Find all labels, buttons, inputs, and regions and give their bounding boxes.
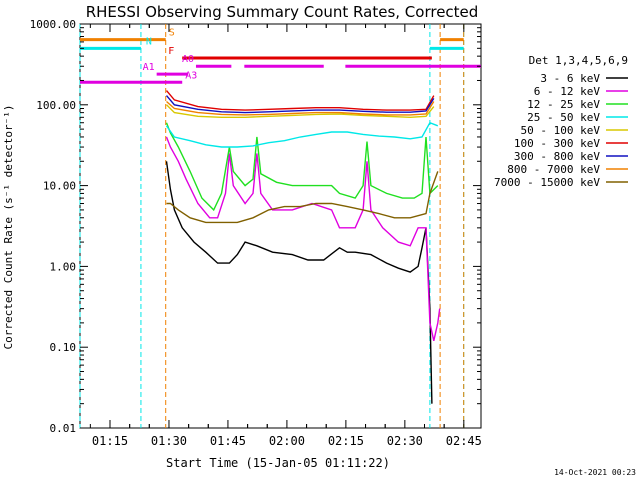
legend-label: 3 - 6 keV — [540, 72, 600, 85]
legend-label: 12 - 25 keV — [527, 98, 600, 111]
series-layer — [165, 90, 441, 404]
legend-title: Det 1,3,4,5,6,9 — [529, 54, 628, 67]
x-tick-label: 02:30 — [387, 434, 423, 448]
y-tick-label: 10.00 — [43, 180, 76, 193]
series-line — [166, 171, 439, 224]
chart-title: RHESSI Observing Summary Count Rates, Co… — [86, 3, 479, 21]
footer-timestamp: 14-Oct-2021 00:23 — [554, 468, 636, 477]
x-tick-label: 02:15 — [328, 434, 364, 448]
y-tick-label: 0.01 — [50, 422, 77, 435]
flag-label: A1 — [143, 62, 155, 73]
series-line — [165, 122, 439, 212]
legend-label: 50 - 100 keV — [521, 124, 601, 137]
legend-label: 100 - 300 keV — [514, 137, 600, 150]
x-tick-label: 01:45 — [210, 434, 246, 448]
y-axis-label: Corrected Count Rate (s⁻¹ detector⁻¹) — [2, 104, 15, 349]
flag-label: A3 — [185, 70, 197, 81]
x-tick-label: 02:00 — [269, 434, 305, 448]
y-tick-label: 1000.00 — [30, 18, 76, 31]
legend-label: 300 - 800 keV — [514, 150, 600, 163]
x-axis-label: Start Time (15-Jan-05 01:11:22) — [166, 456, 390, 470]
flag-label: F — [168, 46, 174, 57]
flag-label: S — [169, 28, 175, 39]
flag-bars: S N F A0 A1 A3 — [80, 28, 481, 84]
y-tick-label: 100.00 — [36, 99, 76, 112]
series-line — [166, 100, 435, 116]
legend-label: 6 - 12 keV — [534, 85, 601, 98]
y-tick-label: 0.10 — [50, 341, 77, 354]
legend-label: 800 - 7000 keV — [507, 163, 600, 176]
series-line — [165, 95, 435, 114]
flag-label: N — [146, 36, 152, 47]
x-tick-label: 01:30 — [151, 434, 187, 448]
legend-label: 7000 - 15000 keV — [494, 176, 600, 189]
vertical-markers — [79, 24, 465, 428]
plot-border — [79, 23, 482, 429]
plot-frame — [79, 23, 482, 429]
flag-label: A0 — [182, 54, 194, 65]
series-line — [166, 104, 435, 119]
x-tick-label: 02:45 — [446, 434, 482, 448]
series-line — [165, 121, 439, 148]
series-line — [165, 161, 433, 404]
y-tick-label: 1.00 — [50, 260, 77, 273]
series-line — [165, 136, 441, 341]
legend-label: 25 - 50 keV — [527, 111, 600, 124]
series-line — [165, 90, 435, 111]
x-tick-label: 01:15 — [92, 434, 128, 448]
axes: 0.01 0.10 1.00 10.00 100.00 1000.00 01:15 01:30… — [30, 18, 482, 448]
